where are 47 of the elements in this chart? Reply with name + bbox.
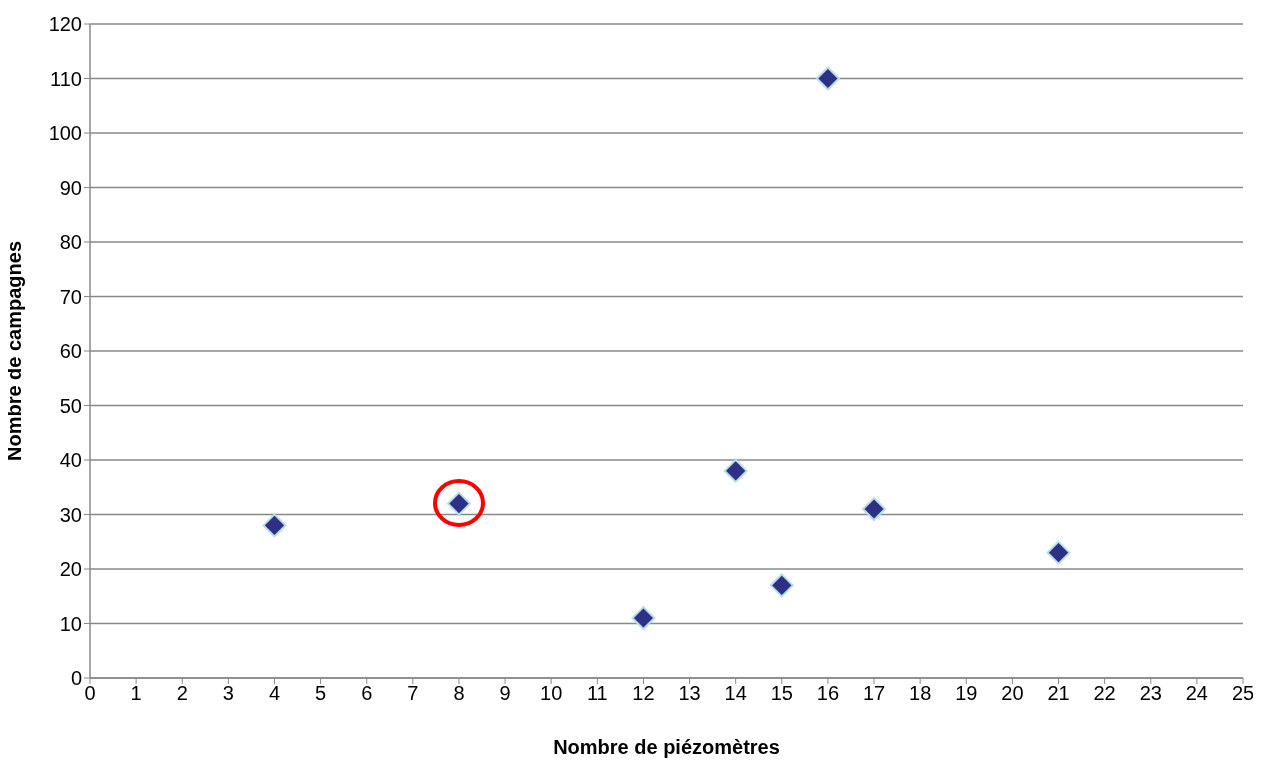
y-tick-label: 40 — [59, 449, 82, 472]
x-tick-label: 24 — [1185, 682, 1209, 705]
x-tick-label: 20 — [1001, 682, 1024, 705]
x-tick-label: 3 — [222, 682, 234, 705]
point — [262, 513, 287, 538]
x-tick-label: 19 — [955, 682, 978, 705]
y-tick-label: 120 — [48, 13, 82, 36]
x-tick-label: 11 — [586, 682, 608, 705]
x-axis-title: Nombre de piézomètres — [553, 736, 780, 758]
x-tick-label: 5 — [315, 682, 327, 705]
point — [769, 573, 794, 598]
x-tick-label: 23 — [1139, 682, 1162, 705]
y-tick-label: 110 — [50, 67, 82, 90]
x-tick-label: 16 — [816, 682, 840, 705]
x-tick-label: 4 — [268, 682, 281, 705]
x-tick-label: 1 — [130, 682, 142, 705]
point — [1046, 540, 1071, 565]
x-tick-label: 7 — [407, 682, 419, 705]
x-tick-label: 21 — [1047, 682, 1070, 705]
y-tick-label: 30 — [59, 503, 82, 526]
x-tick-label: 15 — [770, 682, 793, 705]
y-tick-label: 70 — [59, 285, 82, 308]
x-tick-label: 10 — [540, 682, 563, 705]
x-tick-label: 9 — [499, 682, 511, 705]
x-tick-label: 0 — [84, 682, 96, 705]
point — [723, 458, 748, 483]
x-tick-label: 12 — [632, 682, 655, 705]
y-tick-label: 60 — [59, 340, 82, 363]
x-tick-label: 17 — [862, 682, 886, 705]
x-tick-label: 13 — [678, 682, 701, 705]
x-tick-label: 25 — [1231, 682, 1255, 705]
x-tick-label: 14 — [724, 682, 747, 705]
x-tick-label: 8 — [453, 682, 465, 705]
y-tick-label: 0 — [70, 667, 82, 690]
x-tick-label: 2 — [176, 682, 188, 705]
x-tick-label: 18 — [909, 682, 932, 705]
x-tick-label: 22 — [1093, 682, 1116, 705]
point — [631, 606, 656, 631]
y-tick-label: 90 — [59, 176, 82, 199]
y-tick-label: 80 — [59, 231, 82, 254]
point — [862, 497, 887, 522]
y-tick-label: 20 — [59, 558, 82, 581]
y-tick-label: 50 — [59, 394, 82, 417]
y-tick-label: 10 — [59, 612, 82, 635]
y-tick-label: 100 — [48, 122, 82, 145]
point — [815, 66, 840, 91]
x-tick-label: 6 — [361, 682, 373, 705]
